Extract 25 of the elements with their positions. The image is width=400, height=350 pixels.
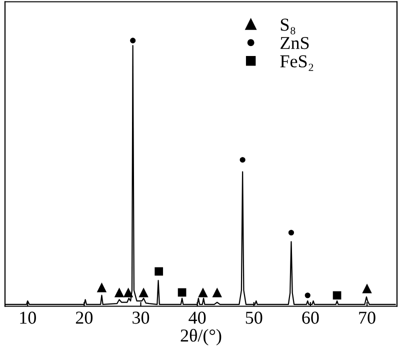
legend-label: S₈ [280,18,296,34]
point [138,288,148,298]
point [114,288,124,298]
legend-label: FeS₂ [280,55,314,71]
point [154,267,164,276]
point [130,38,136,44]
legend-label: ZnS [280,36,309,50]
x-tick-label: 20 [76,312,93,324]
x-tick-label: 10 [20,312,36,324]
point [240,157,246,163]
point [362,284,372,294]
point [96,282,107,292]
x-tick-label: 50 [246,312,262,324]
point [178,288,186,297]
point [304,292,310,298]
point [123,288,134,298]
x-tick-label: 30 [132,312,150,324]
x-tick-label: 60 [302,312,319,324]
point [288,230,294,236]
point [212,288,222,298]
point [332,291,342,300]
x-tick-label: 40 [188,312,206,324]
point [198,288,208,298]
x-axis-title: 2θ/(°) [180,328,222,346]
x-tick-label: 70 [359,312,376,324]
